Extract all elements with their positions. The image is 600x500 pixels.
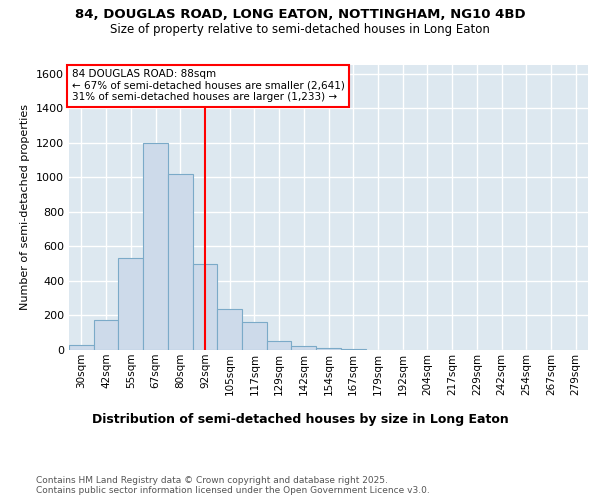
- Text: Size of property relative to semi-detached houses in Long Eaton: Size of property relative to semi-detach…: [110, 22, 490, 36]
- Bar: [168, 174, 193, 350]
- Bar: [118, 258, 143, 350]
- Bar: [69, 345, 94, 350]
- Bar: [217, 308, 242, 350]
- Bar: [292, 346, 316, 350]
- Bar: [143, 142, 168, 350]
- Text: 84 DOUGLAS ROAD: 88sqm
← 67% of semi-detached houses are smaller (2,641)
31% of : 84 DOUGLAS ROAD: 88sqm ← 67% of semi-det…: [71, 70, 344, 102]
- Bar: [242, 322, 267, 350]
- Text: 84, DOUGLAS ROAD, LONG EATON, NOTTINGHAM, NG10 4BD: 84, DOUGLAS ROAD, LONG EATON, NOTTINGHAM…: [74, 8, 526, 20]
- Bar: [193, 264, 217, 350]
- Bar: [94, 320, 118, 350]
- Text: Contains HM Land Registry data © Crown copyright and database right 2025.
Contai: Contains HM Land Registry data © Crown c…: [36, 476, 430, 495]
- Text: Distribution of semi-detached houses by size in Long Eaton: Distribution of semi-detached houses by …: [92, 412, 508, 426]
- Bar: [341, 349, 365, 350]
- Y-axis label: Number of semi-detached properties: Number of semi-detached properties: [20, 104, 31, 310]
- Bar: [316, 348, 341, 350]
- Bar: [267, 342, 292, 350]
